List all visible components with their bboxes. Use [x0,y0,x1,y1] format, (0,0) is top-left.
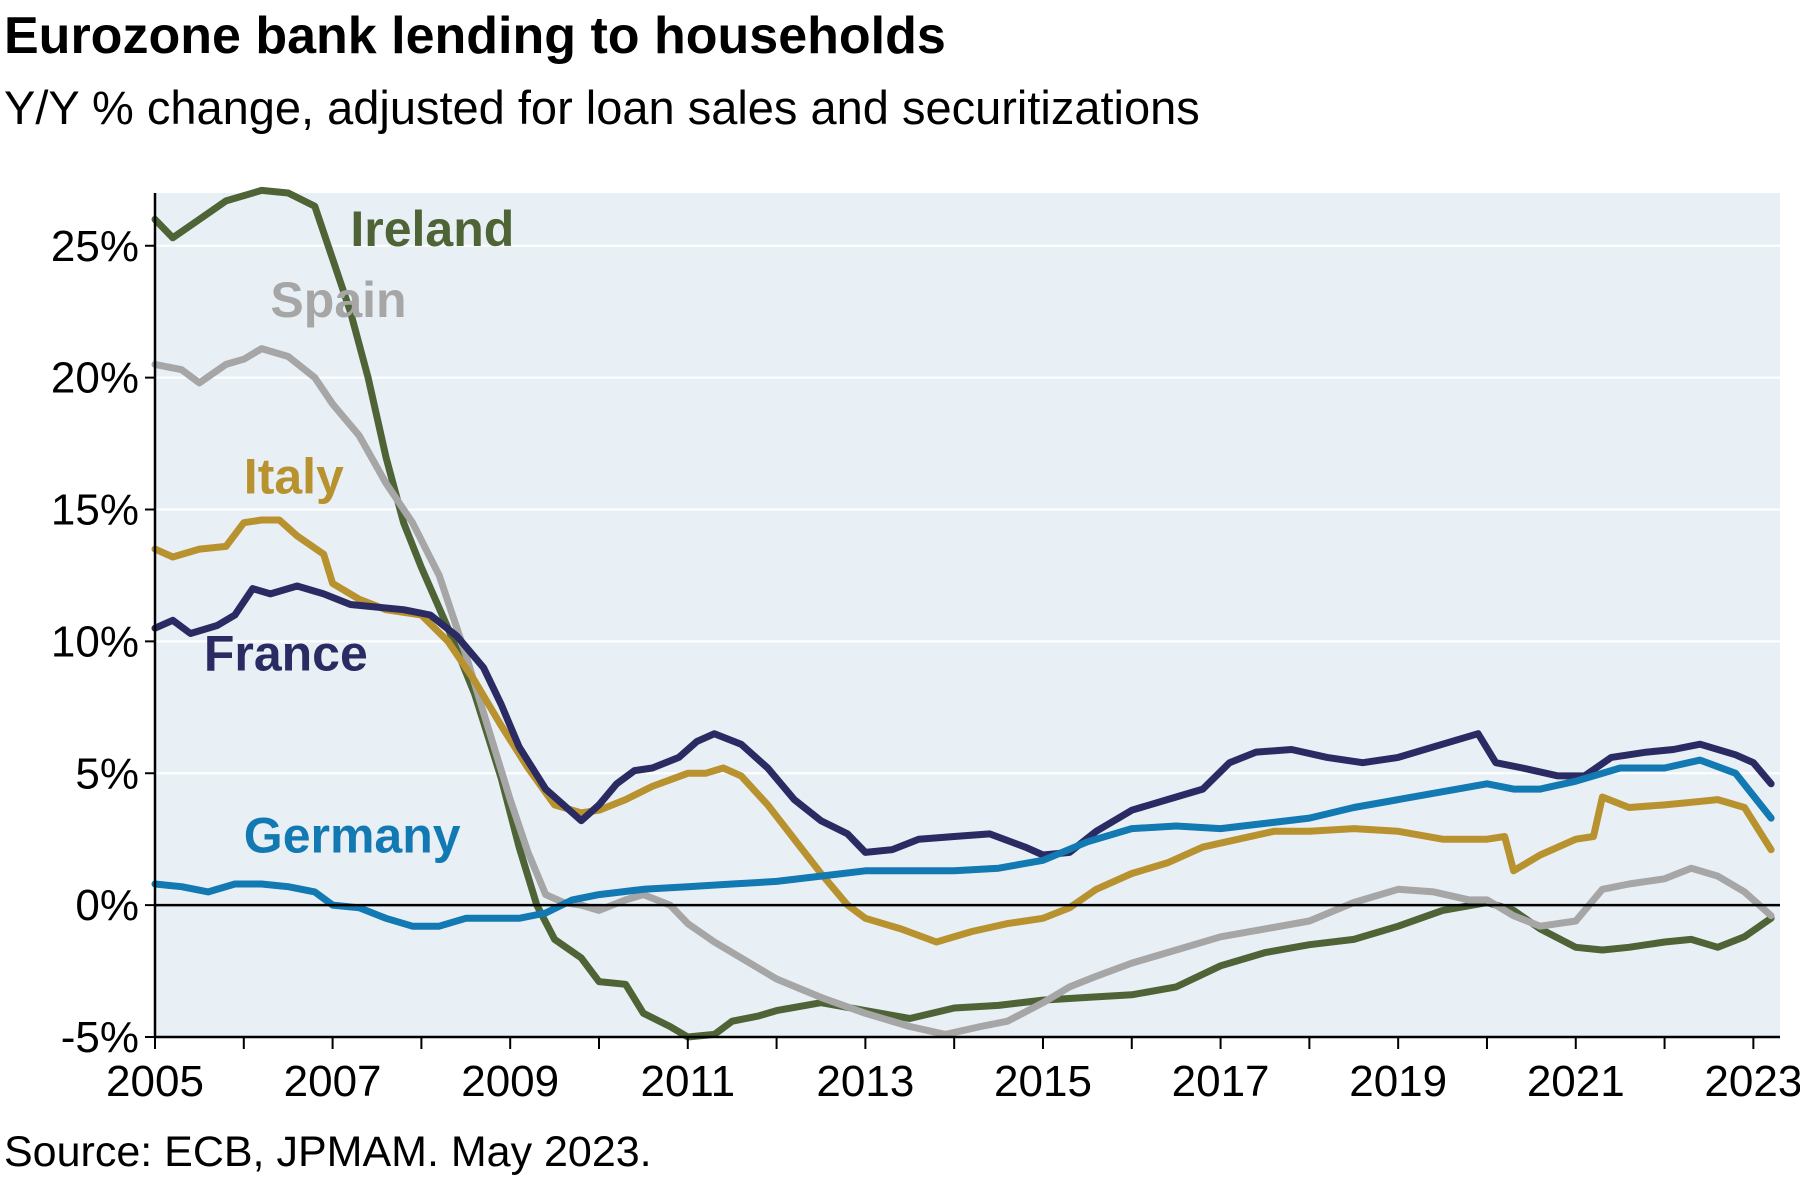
x-tick-label: 2023 [1704,1057,1800,1106]
y-tick-label: 5% [75,749,139,798]
x-tick-label: 2019 [1349,1057,1447,1106]
series-line-spain [151,345,1775,1038]
x-tick-label: 2021 [1527,1057,1625,1106]
series-line-italy [151,516,1775,946]
series-line-france [151,582,1775,859]
series-label-italy: Italy [244,449,344,505]
series-lines [151,186,1775,1041]
source-note: Source: ECB, JPMAM. May 2023. [4,1128,652,1176]
y-tick-label: 15% [51,486,139,535]
chart-title: Eurozone bank lending to households [4,7,946,65]
x-tick-label: 2017 [1172,1057,1270,1106]
x-axis-ticks: 2005 2007 2009 2011 2013 2015 2017 2019 2021 2023 [106,1037,1800,1106]
x-tick-label: 2007 [284,1057,382,1106]
x-tick-label: 2011 [640,1057,735,1106]
series-label-spain: Spain [270,272,406,328]
x-tick-label: 2009 [461,1057,559,1106]
series-line-germany [151,756,1775,930]
grid-lines [155,244,1780,775]
y-tick-label: 20% [51,354,139,403]
series-label-ireland: Ireland [350,201,514,257]
chart-subtitle: Y/Y % change, adjusted for loan sales an… [4,81,1200,134]
series-labels: Ireland Spain Italy France Germany [204,201,514,864]
y-tick-label: 0% [75,881,139,930]
y-tick-label: 25% [51,222,139,271]
series-label-france: France [204,625,368,681]
axes [153,193,1780,1039]
series-line-ireland [151,186,1775,1041]
x-tick-label: 2015 [994,1057,1092,1106]
x-tick-label: 2005 [106,1057,204,1106]
series-label-germany: Germany [244,807,461,863]
y-tick-label: -5% [61,1013,139,1062]
y-axis-ticks: -5% 0% 5% 10% 15% 20% 25% [51,222,155,1062]
x-tick-label: 2013 [816,1057,914,1106]
y-tick-label: 10% [51,617,139,666]
